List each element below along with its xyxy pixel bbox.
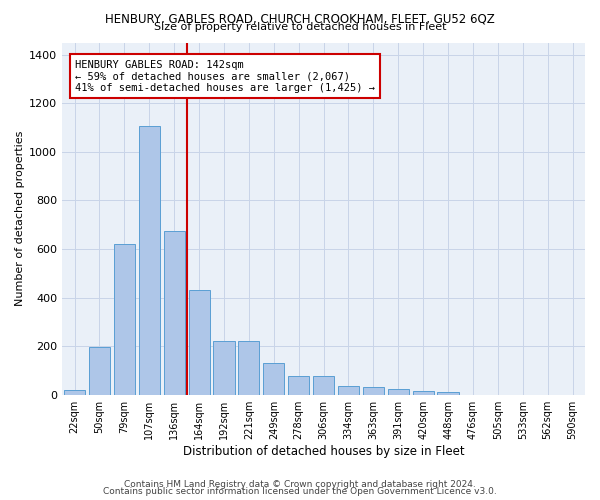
Bar — [313, 376, 334, 394]
Bar — [139, 126, 160, 394]
Text: HENBURY, GABLES ROAD, CHURCH CROOKHAM, FLEET, GU52 6QZ: HENBURY, GABLES ROAD, CHURCH CROOKHAM, F… — [105, 12, 495, 26]
Text: Contains public sector information licensed under the Open Government Licence v3: Contains public sector information licen… — [103, 487, 497, 496]
Bar — [288, 376, 309, 394]
Bar — [263, 363, 284, 394]
Text: Size of property relative to detached houses in Fleet: Size of property relative to detached ho… — [154, 22, 446, 32]
Text: Contains HM Land Registry data © Crown copyright and database right 2024.: Contains HM Land Registry data © Crown c… — [124, 480, 476, 489]
Bar — [437, 392, 458, 394]
Y-axis label: Number of detached properties: Number of detached properties — [15, 131, 25, 306]
Bar — [388, 388, 409, 394]
Text: HENBURY GABLES ROAD: 142sqm
← 59% of detached houses are smaller (2,067)
41% of : HENBURY GABLES ROAD: 142sqm ← 59% of det… — [75, 60, 375, 92]
Bar — [89, 348, 110, 395]
Bar — [164, 230, 185, 394]
Bar — [188, 290, 209, 395]
Bar — [214, 342, 235, 394]
Bar — [338, 386, 359, 394]
Bar — [363, 388, 384, 394]
Bar — [238, 342, 259, 394]
Bar — [413, 391, 434, 394]
X-axis label: Distribution of detached houses by size in Fleet: Distribution of detached houses by size … — [183, 444, 464, 458]
Bar — [114, 244, 135, 394]
Bar — [64, 390, 85, 394]
